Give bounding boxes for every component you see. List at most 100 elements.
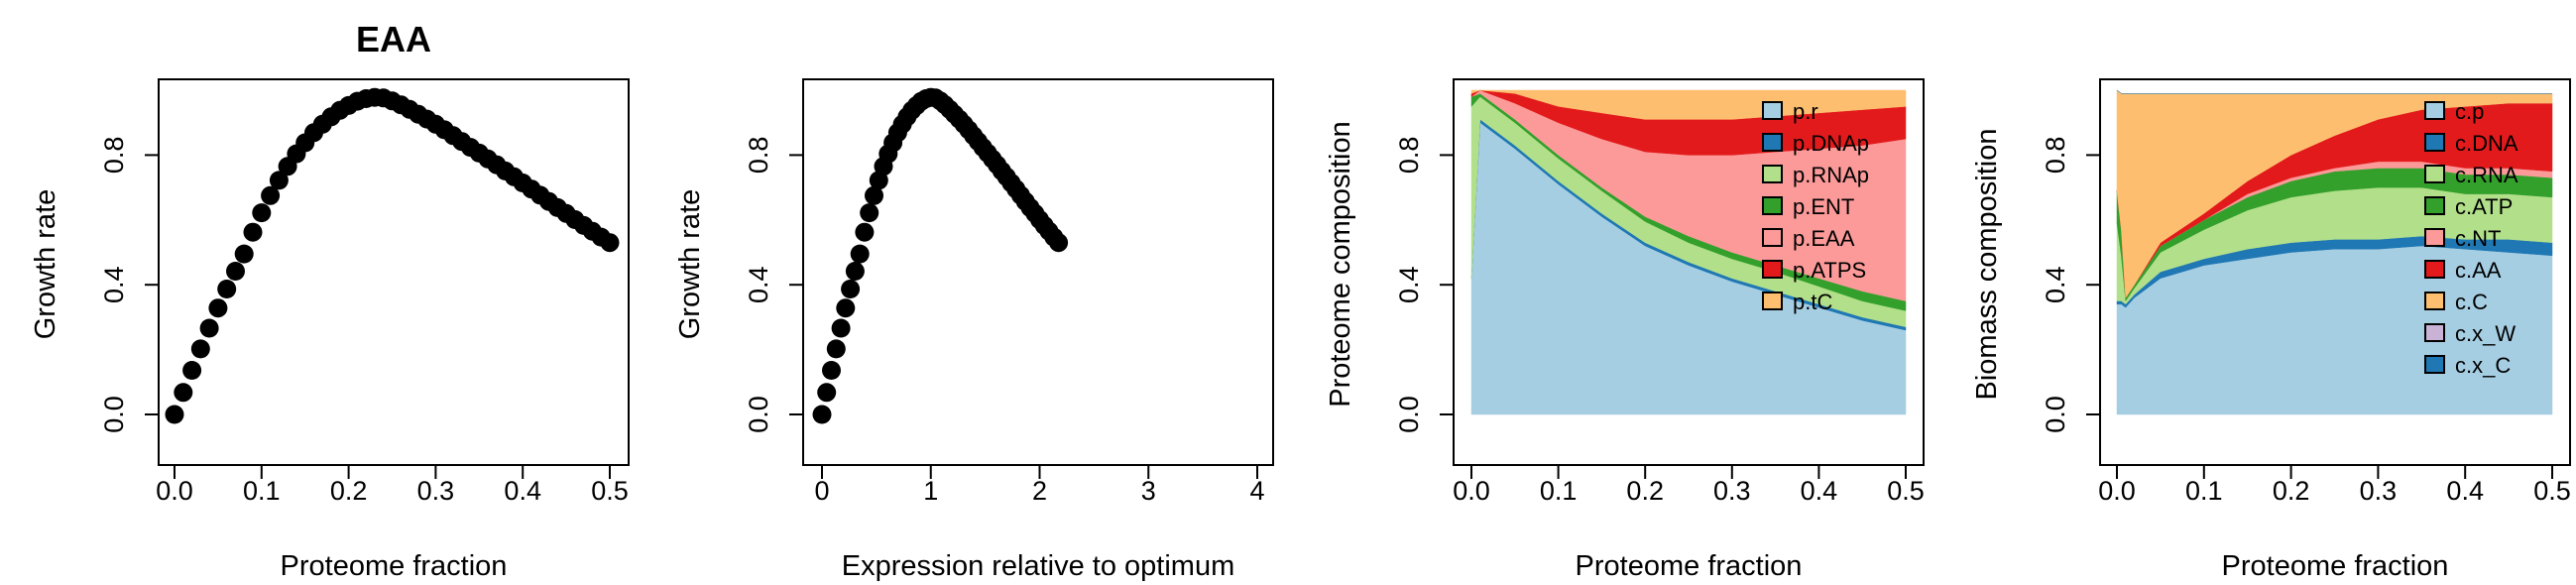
data-point xyxy=(269,171,289,190)
data-point xyxy=(860,203,879,223)
legend-swatch xyxy=(2424,196,2445,215)
x-tick-label: 0.2 xyxy=(330,476,368,506)
data-point xyxy=(841,280,861,298)
legend-swatch xyxy=(2424,260,2445,279)
y-tick-label: 0.0 xyxy=(1394,396,1424,433)
legend-label: p.EAA xyxy=(1793,226,1855,251)
x-tick-label: 0.4 xyxy=(1801,476,1838,506)
x-tick-label: 0.3 xyxy=(417,476,455,506)
data-point xyxy=(822,361,841,380)
data-point xyxy=(217,280,237,298)
x-tick-label: 2 xyxy=(1032,476,1047,506)
x-tick-label: 0.1 xyxy=(2185,476,2223,506)
x-axis-label: Proteome fraction xyxy=(1576,550,1803,582)
chart-panel-4: c.p c.DNA c.RNA c.ATP c.NT c.AA c.C c.x_W c.x_C 0… xyxy=(1971,78,2571,582)
y-tick-label: 0.8 xyxy=(99,137,129,175)
plot-frame xyxy=(802,78,1274,466)
x-tick-label: 0.3 xyxy=(1713,476,1751,506)
y-tick-label: 0.8 xyxy=(1394,137,1424,175)
y-tick-label: 0.8 xyxy=(744,137,773,175)
legend-label: c.ATP xyxy=(2455,194,2513,219)
x-tick-label: 0.4 xyxy=(504,476,541,506)
legend-label: p.RNAp xyxy=(1793,163,1869,187)
y-axis-label: Biomass composition xyxy=(1971,129,2003,401)
y-axis-label: Growth rate xyxy=(30,189,61,340)
data-point xyxy=(845,262,865,281)
legend-swatch xyxy=(1762,133,1783,152)
data-point xyxy=(165,405,184,424)
data-point xyxy=(190,339,210,359)
x-tick-label: 0.1 xyxy=(1540,476,1578,506)
legend-swatch xyxy=(2424,228,2445,247)
y-tick-label: 0.0 xyxy=(744,396,773,433)
data-point xyxy=(182,361,202,380)
x-tick-label: 0.5 xyxy=(2533,476,2571,506)
x-axis-label: Proteome fraction xyxy=(281,550,508,582)
data-point xyxy=(261,185,281,205)
legend-swatch xyxy=(1762,196,1783,215)
x-tick-label: 1 xyxy=(923,476,938,506)
x-tick-label: 0.2 xyxy=(2273,476,2310,506)
data-point xyxy=(1049,233,1069,253)
chart-title: EAA xyxy=(356,19,431,59)
legend-swatch xyxy=(1762,165,1783,183)
y-tick-label: 0.4 xyxy=(744,266,773,303)
legend-label: p.tC xyxy=(1793,290,1832,314)
legend-label: c.NT xyxy=(2455,226,2501,251)
x-tick-label: 0.0 xyxy=(2098,476,2136,506)
x-tick-label: 0.0 xyxy=(156,476,193,506)
data-point xyxy=(174,383,193,403)
legend-swatch xyxy=(2424,165,2445,183)
legend-swatch xyxy=(2424,355,2445,374)
x-tick-label: 0.0 xyxy=(1453,476,1490,506)
area-series-p-tc xyxy=(1470,89,1907,120)
plot-frame xyxy=(1453,78,1925,466)
x-tick-label: 0.3 xyxy=(2360,476,2398,506)
area-series-c-x-c xyxy=(2116,89,2552,94)
x-tick-label: 0.5 xyxy=(591,476,629,506)
data-point xyxy=(836,298,856,318)
legend-label: c.DNA xyxy=(2455,131,2518,156)
chart-panel-2: 0 1 2 3 4 0.0 0.4 0.8 Expression relative to opt… xyxy=(674,78,1274,582)
chart-panel-1: 0.0 0.1 0.2 0.3 0.4 0.5 0.0 0.4 0.8 Proteome frac… xyxy=(30,19,630,582)
data-point xyxy=(600,233,620,253)
y-tick-label: 0.4 xyxy=(99,266,129,303)
data-point xyxy=(817,383,837,403)
data-point xyxy=(199,318,219,338)
y-tick-label: 0.8 xyxy=(2041,137,2070,175)
x-axis-label: Proteome fraction xyxy=(2222,550,2449,582)
legend-label: c.p xyxy=(2455,99,2484,124)
x-axis-label: Expression relative to optimum xyxy=(842,550,1235,582)
data-point xyxy=(234,244,254,264)
data-point xyxy=(865,185,883,205)
legend-swatch xyxy=(1762,101,1783,120)
data-point xyxy=(850,244,870,264)
data-point xyxy=(252,203,272,223)
legend-label: c.x_W xyxy=(2455,321,2516,346)
legend-label: c.C xyxy=(2455,290,2488,314)
legend-label: p.r xyxy=(1793,99,1818,124)
legend-swatch xyxy=(1762,292,1783,310)
y-tick-label: 0.4 xyxy=(1394,266,1424,303)
x-tick-label: 0 xyxy=(814,476,829,506)
data-point xyxy=(812,405,832,424)
legend-swatch xyxy=(1762,228,1783,247)
x-tick-label: 0.1 xyxy=(243,476,281,506)
y-tick-label: 0.0 xyxy=(99,396,129,433)
legend-swatch xyxy=(2424,292,2445,310)
legend-label: c.AA xyxy=(2455,258,2502,283)
x-tick-label: 0.2 xyxy=(1626,476,1664,506)
plot-frame xyxy=(158,78,630,466)
data-point xyxy=(826,339,846,359)
data-point xyxy=(226,262,245,281)
data-point xyxy=(831,318,851,338)
legend-label: p.ATPS xyxy=(1793,258,1866,283)
legend-swatch xyxy=(1762,260,1783,279)
legend-label: p.ENT xyxy=(1793,194,1854,219)
legend-label: p.DNAp xyxy=(1793,131,1869,156)
x-tick-label: 0.5 xyxy=(1887,476,1925,506)
y-tick-label: 0.0 xyxy=(2041,396,2070,433)
x-tick-label: 3 xyxy=(1141,476,1156,506)
legend-swatch xyxy=(2424,323,2445,342)
y-axis-label: Proteome composition xyxy=(1325,121,1356,408)
